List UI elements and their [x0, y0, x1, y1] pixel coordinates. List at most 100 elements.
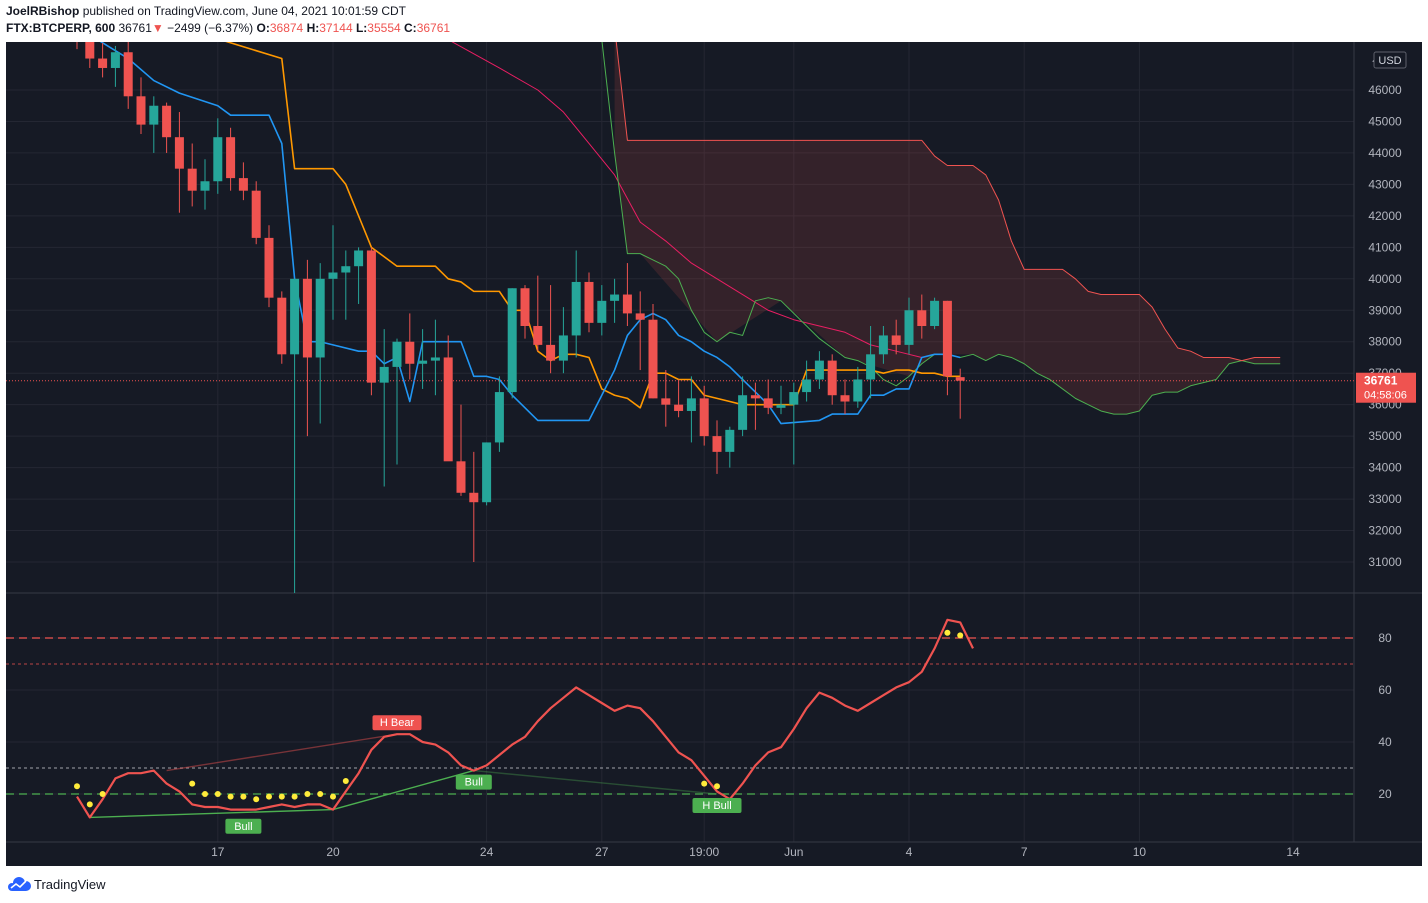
candle[interactable] [763, 379, 773, 415]
candle-body [85, 42, 95, 59]
candle[interactable] [866, 326, 876, 399]
time-tick-label: 24 [480, 845, 494, 859]
candle[interactable] [622, 263, 632, 326]
candle[interactable] [802, 360, 812, 402]
candle[interactable] [405, 313, 415, 380]
price-tick-label: 41000 [1368, 240, 1402, 254]
candle-body [507, 288, 517, 393]
rsi-tick-label: 20 [1378, 787, 1392, 801]
candle[interactable] [136, 77, 146, 135]
candle[interactable] [507, 288, 517, 399]
price-tick-label: 38000 [1368, 335, 1402, 349]
candle[interactable] [904, 297, 914, 355]
candle[interactable] [456, 404, 466, 496]
candle-body [238, 178, 248, 191]
candle[interactable] [878, 326, 888, 364]
candle[interactable] [738, 376, 748, 437]
price-tick-label: 31000 [1368, 555, 1402, 569]
candle[interactable] [635, 291, 645, 371]
candle[interactable] [558, 307, 568, 374]
author-name[interactable]: JoelRBishop [6, 4, 80, 18]
chart-canvas[interactable]: H Bear Bull Bull H Bull 31000 32000 33000 3400… [6, 42, 1422, 866]
candle[interactable] [187, 143, 197, 207]
candle[interactable] [686, 376, 696, 443]
candle[interactable] [238, 162, 248, 201]
candle[interactable] [174, 112, 184, 213]
label-box [455, 774, 492, 790]
candle[interactable] [930, 297, 940, 330]
candle[interactable] [648, 303, 658, 399]
candle[interactable] [226, 127, 236, 191]
candle[interactable] [264, 225, 274, 308]
candle[interactable] [469, 451, 479, 562]
candle[interactable] [418, 329, 428, 389]
candle-body [686, 398, 696, 411]
candle[interactable] [302, 259, 312, 437]
candle[interactable] [366, 247, 376, 396]
candle[interactable] [610, 278, 620, 323]
candle[interactable] [430, 319, 440, 396]
candle[interactable] [482, 442, 492, 506]
candle[interactable] [533, 275, 543, 352]
candle[interactable] [674, 379, 684, 418]
divergence-label[interactable]: H Bull [692, 798, 742, 813]
candle[interactable] [379, 329, 389, 487]
candle[interactable] [853, 366, 863, 408]
candle[interactable] [494, 376, 504, 452]
candle[interactable] [149, 96, 159, 153]
candle[interactable] [200, 159, 210, 210]
close-value: 36761 [416, 21, 451, 35]
candle[interactable] [891, 319, 901, 355]
candle[interactable] [725, 426, 735, 468]
candle[interactable] [341, 250, 351, 320]
label-box [372, 715, 422, 731]
time-tick-label: 10 [1133, 845, 1147, 859]
candle[interactable] [597, 285, 607, 336]
candle[interactable] [123, 42, 133, 109]
candle[interactable] [85, 42, 95, 68]
price-tick-label: 46000 [1368, 83, 1402, 97]
candle[interactable] [699, 385, 709, 446]
candle-body [840, 395, 850, 402]
candle[interactable] [290, 278, 300, 594]
candle[interactable] [443, 335, 453, 462]
candle[interactable] [520, 285, 530, 339]
rsi-dot [944, 629, 951, 636]
candle[interactable] [840, 379, 850, 415]
candle[interactable] [750, 382, 760, 430]
last-price-badge-box [1356, 372, 1416, 403]
candle[interactable] [73, 42, 82, 50]
candle[interactable] [213, 118, 223, 194]
candle[interactable] [98, 42, 108, 78]
candle[interactable] [110, 45, 120, 87]
divergence-label[interactable]: Bull [455, 774, 492, 790]
candle[interactable] [328, 225, 338, 320]
candle[interactable] [392, 338, 402, 465]
candle-body [827, 360, 837, 396]
candle[interactable] [354, 247, 364, 304]
candle[interactable] [942, 300, 952, 396]
tradingview-logo-icon[interactable] [6, 876, 32, 892]
candle[interactable] [251, 181, 261, 245]
candle[interactable] [712, 420, 722, 474]
candle[interactable] [917, 294, 927, 339]
candle[interactable] [584, 272, 594, 333]
candle[interactable] [827, 354, 837, 405]
candle[interactable] [162, 102, 172, 153]
candle[interactable] [955, 368, 965, 419]
symbol-label[interactable]: FTX:BTCPERP, 600 [6, 21, 116, 35]
candle[interactable] [546, 285, 556, 374]
time-tick-label: 4 [906, 845, 913, 859]
candle[interactable] [789, 382, 799, 465]
chart-area[interactable]: H Bear Bull Bull H Bull 31000 32000 33000 3400… [6, 42, 1422, 866]
currency-badge[interactable]: USD [1373, 51, 1407, 69]
candle[interactable] [571, 250, 581, 358]
candle[interactable] [776, 385, 786, 415]
divergence-label[interactable]: Bull [225, 818, 262, 834]
candle[interactable] [661, 370, 671, 427]
candle[interactable] [277, 291, 287, 364]
candle[interactable] [315, 263, 325, 424]
divergence-label[interactable]: H Bear [372, 715, 422, 731]
candle[interactable] [814, 351, 824, 389]
tradingview-brand[interactable]: TradingView [34, 877, 106, 892]
